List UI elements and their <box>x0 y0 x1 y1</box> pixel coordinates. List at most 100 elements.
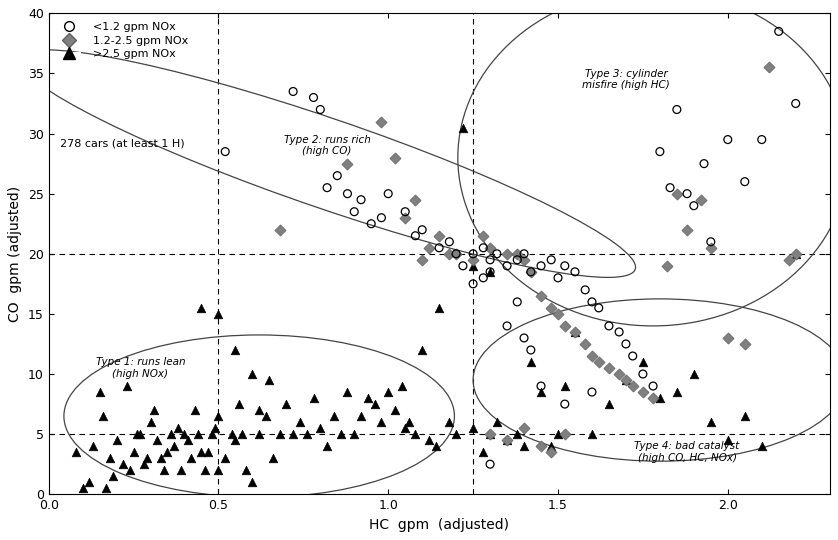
>2.5 gpm NOx <box>500 436 514 444</box>
<1.2 gpm NOx <box>789 99 803 108</box>
>2.5 gpm NOx <box>409 430 422 438</box>
>2.5 gpm NOx <box>232 400 246 408</box>
>2.5 gpm NOx <box>368 400 381 408</box>
>2.5 gpm NOx <box>535 388 548 396</box>
<1.2 gpm NOx <box>680 190 694 198</box>
<1.2 gpm NOx <box>467 249 480 258</box>
>2.5 gpm NOx <box>209 424 222 433</box>
>2.5 gpm NOx <box>422 436 436 444</box>
>2.5 gpm NOx <box>449 430 463 438</box>
>2.5 gpm NOx <box>287 430 300 438</box>
<1.2 gpm NOx <box>524 346 537 354</box>
1.2-2.5 gpm NOx <box>545 303 558 312</box>
1.2-2.5 gpm NOx <box>341 159 354 168</box>
>2.5 gpm NOx <box>246 370 259 379</box>
<1.2 gpm NOx <box>626 352 639 360</box>
>2.5 gpm NOx <box>103 454 116 462</box>
1.2-2.5 gpm NOx <box>500 436 514 444</box>
>2.5 gpm NOx <box>653 394 666 402</box>
>2.5 gpm NOx <box>83 478 96 487</box>
Y-axis label: CO  gpm (adjusted): CO gpm (adjusted) <box>8 186 23 322</box>
<1.2 gpm NOx <box>219 147 232 156</box>
>2.5 gpm NOx <box>388 406 401 414</box>
>2.5 gpm NOx <box>96 412 110 421</box>
>2.5 gpm NOx <box>235 430 249 438</box>
<1.2 gpm NOx <box>484 255 497 264</box>
<1.2 gpm NOx <box>704 238 717 246</box>
<1.2 gpm NOx <box>738 177 752 186</box>
>2.5 gpm NOx <box>341 388 354 396</box>
1.2-2.5 gpm NOx <box>762 63 775 72</box>
1.2-2.5 gpm NOx <box>558 322 572 330</box>
<1.2 gpm NOx <box>330 171 344 180</box>
Text: 278 cars (at least 1 H): 278 cars (at least 1 H) <box>60 138 185 149</box>
<1.2 gpm NOx <box>490 249 504 258</box>
1.2-2.5 gpm NOx <box>603 363 616 372</box>
<1.2 gpm NOx <box>477 244 490 252</box>
>2.5 gpm NOx <box>151 436 164 444</box>
>2.5 gpm NOx <box>141 454 154 462</box>
>2.5 gpm NOx <box>123 466 137 475</box>
<1.2 gpm NOx <box>375 213 388 222</box>
>2.5 gpm NOx <box>280 400 293 408</box>
<1.2 gpm NOx <box>545 255 558 264</box>
>2.5 gpm NOx <box>442 418 456 427</box>
>2.5 gpm NOx <box>120 382 133 390</box>
>2.5 gpm NOx <box>789 249 803 258</box>
1.2-2.5 gpm NOx <box>568 328 582 336</box>
>2.5 gpm NOx <box>212 466 225 475</box>
<1.2 gpm NOx <box>697 159 711 168</box>
>2.5 gpm NOx <box>100 484 113 492</box>
>2.5 gpm NOx <box>510 430 524 438</box>
1.2-2.5 gpm NOx <box>592 357 605 366</box>
1.2-2.5 gpm NOx <box>517 255 530 264</box>
>2.5 gpm NOx <box>429 442 442 450</box>
<1.2 gpm NOx <box>348 207 361 216</box>
1.2-2.5 gpm NOx <box>585 352 598 360</box>
>2.5 gpm NOx <box>334 430 348 438</box>
1.2-2.5 gpm NOx <box>399 213 412 222</box>
1.2-2.5 gpm NOx <box>273 225 287 234</box>
>2.5 gpm NOx <box>161 448 174 456</box>
<1.2 gpm NOx <box>484 267 497 276</box>
<1.2 gpm NOx <box>670 105 684 114</box>
>2.5 gpm NOx <box>687 370 701 379</box>
1.2-2.5 gpm NOx <box>558 430 572 438</box>
>2.5 gpm NOx <box>619 376 633 384</box>
<1.2 gpm NOx <box>416 225 429 234</box>
>2.5 gpm NOx <box>239 466 252 475</box>
>2.5 gpm NOx <box>133 430 147 438</box>
<1.2 gpm NOx <box>313 105 327 114</box>
>2.5 gpm NOx <box>171 424 184 433</box>
>2.5 gpm NOx <box>348 430 361 438</box>
1.2-2.5 gpm NOx <box>670 190 684 198</box>
>2.5 gpm NOx <box>670 388 684 396</box>
>2.5 gpm NOx <box>307 394 320 402</box>
>2.5 gpm NOx <box>116 460 130 469</box>
1.2-2.5 gpm NOx <box>524 267 537 276</box>
>2.5 gpm NOx <box>168 442 181 450</box>
>2.5 gpm NOx <box>93 388 106 396</box>
>2.5 gpm NOx <box>381 388 395 396</box>
<1.2 gpm NOx <box>517 249 530 258</box>
<1.2 gpm NOx <box>664 184 677 192</box>
>2.5 gpm NOx <box>212 309 225 318</box>
<1.2 gpm NOx <box>535 382 548 390</box>
<1.2 gpm NOx <box>524 267 537 276</box>
Text: Type 3: cylinder
misfire (high HC): Type 3: cylinder misfire (high HC) <box>582 69 670 90</box>
<1.2 gpm NOx <box>456 261 469 270</box>
>2.5 gpm NOx <box>219 454 232 462</box>
1.2-2.5 gpm NOx <box>704 244 717 252</box>
1.2-2.5 gpm NOx <box>388 153 401 162</box>
>2.5 gpm NOx <box>320 442 334 450</box>
<1.2 gpm NOx <box>535 261 548 270</box>
1.2-2.5 gpm NOx <box>626 382 639 390</box>
>2.5 gpm NOx <box>636 357 649 366</box>
1.2-2.5 gpm NOx <box>500 249 514 258</box>
<1.2 gpm NOx <box>399 207 412 216</box>
<1.2 gpm NOx <box>484 460 497 469</box>
<1.2 gpm NOx <box>477 274 490 282</box>
>2.5 gpm NOx <box>704 418 717 427</box>
>2.5 gpm NOx <box>229 346 242 354</box>
1.2-2.5 gpm NOx <box>551 309 565 318</box>
